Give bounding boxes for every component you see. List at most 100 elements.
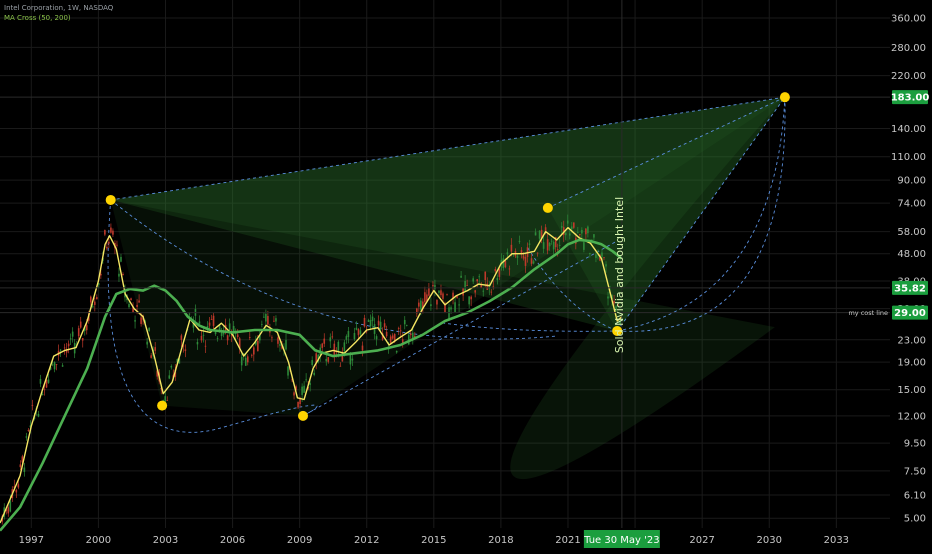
candle-body bbox=[220, 330, 223, 337]
candle-body bbox=[63, 347, 66, 349]
candle-body bbox=[180, 335, 183, 340]
y-tick-label: 48.00 bbox=[897, 249, 926, 260]
candle-body bbox=[440, 290, 442, 296]
x-tick-label: 2027 bbox=[689, 535, 714, 546]
candle-body bbox=[9, 501, 12, 512]
candle-body bbox=[321, 343, 324, 348]
candle-body bbox=[230, 334, 233, 336]
candle-body bbox=[520, 250, 523, 255]
candle-body bbox=[261, 324, 263, 325]
x-tick-label: 2003 bbox=[153, 535, 178, 546]
candle-body bbox=[228, 323, 231, 331]
candle-body bbox=[619, 320, 621, 324]
candle-body bbox=[140, 317, 142, 324]
candle-body bbox=[476, 279, 479, 282]
candle-body bbox=[456, 296, 458, 298]
candle-body bbox=[154, 347, 156, 351]
candle-body bbox=[585, 228, 587, 235]
candle-body bbox=[353, 332, 356, 340]
candle-body bbox=[605, 264, 607, 267]
y-axis[interactable]: 360.00 280.00 220.00 140.00 110.00 90.00 74.00… bbox=[848, 14, 929, 525]
x-tick-label: 2012 bbox=[354, 535, 379, 546]
candle-body bbox=[478, 276, 481, 278]
candle-body bbox=[613, 300, 615, 304]
indicator-title[interactable]: MA Cross (50, 200) bbox=[4, 14, 71, 22]
candle-body bbox=[246, 356, 249, 363]
chart-legend: Intel Corporation, 1W, NASDAQ MA Cross (… bbox=[4, 3, 113, 23]
candle-body bbox=[323, 338, 326, 344]
candle-body bbox=[21, 456, 24, 463]
y-tick-label: 90.00 bbox=[897, 176, 926, 187]
candle-body bbox=[176, 358, 179, 363]
candle-body bbox=[424, 292, 426, 303]
candle-body bbox=[436, 299, 438, 305]
price-lines bbox=[0, 0, 890, 528]
candle-body bbox=[482, 290, 485, 292]
y-tick-label: 9.50 bbox=[904, 439, 926, 450]
candle-body bbox=[426, 294, 428, 302]
candle-body bbox=[367, 320, 370, 322]
x-axis[interactable]: 1997200020032006200920122015201820212024… bbox=[19, 530, 849, 548]
fan-area-recent bbox=[547, 97, 785, 331]
candle-body bbox=[377, 320, 380, 326]
candle-body bbox=[45, 379, 48, 388]
candle-body bbox=[418, 302, 420, 307]
candle-body bbox=[379, 321, 382, 330]
candle-body bbox=[65, 348, 68, 353]
candle-body bbox=[502, 258, 505, 269]
candle-body bbox=[232, 325, 235, 332]
candle-body bbox=[297, 401, 299, 408]
pivot-marker bbox=[105, 194, 116, 205]
candle-body bbox=[472, 278, 474, 282]
candle-body bbox=[579, 234, 581, 235]
candle-body bbox=[128, 303, 130, 308]
candle-body bbox=[253, 347, 255, 355]
candle-body bbox=[524, 257, 527, 266]
moving-average-lines bbox=[0, 226, 623, 532]
candle-body bbox=[5, 509, 8, 511]
x-tick-label: 2018 bbox=[488, 535, 513, 546]
candle-body bbox=[104, 230, 106, 235]
annotation: Sold Nvidia and bought Intel bbox=[613, 197, 626, 353]
candle-body bbox=[405, 325, 408, 326]
y-tick-label: 19.00 bbox=[897, 358, 926, 369]
candle-body bbox=[341, 353, 344, 362]
candle-body bbox=[542, 242, 545, 249]
candle-body bbox=[250, 354, 253, 356]
candle-body bbox=[546, 239, 549, 251]
candle-body bbox=[71, 331, 74, 337]
candle-body bbox=[47, 379, 50, 383]
candle-body bbox=[504, 260, 507, 268]
grid-lines bbox=[0, 0, 890, 528]
candle-body bbox=[409, 333, 412, 336]
symbol-title[interactable]: Intel Corporation, 1W, NASDAQ bbox=[4, 4, 114, 12]
candle-body bbox=[603, 257, 605, 259]
candle-body bbox=[192, 321, 195, 328]
candle-body bbox=[212, 315, 215, 326]
x-tick-label: 2000 bbox=[86, 535, 111, 546]
candle-body bbox=[257, 340, 259, 352]
candle-body bbox=[518, 240, 521, 242]
candle-body bbox=[581, 229, 583, 234]
candle-body bbox=[498, 268, 501, 277]
candle-body bbox=[548, 242, 551, 247]
candle-body bbox=[79, 321, 82, 328]
fan-line bbox=[617, 97, 786, 332]
candle-body bbox=[383, 323, 386, 328]
candle-body bbox=[31, 404, 34, 406]
candle-body bbox=[291, 379, 293, 381]
candle-body bbox=[106, 246, 108, 249]
y-tick-label: 5.00 bbox=[904, 514, 926, 525]
candle-body bbox=[244, 357, 247, 366]
candle-body bbox=[69, 338, 72, 340]
candle-body bbox=[528, 243, 531, 245]
candle-body bbox=[333, 343, 336, 356]
candle-body bbox=[550, 240, 553, 242]
price-label-box bbox=[892, 305, 928, 320]
candle-body bbox=[305, 379, 307, 381]
fan-line bbox=[547, 96, 786, 209]
series-line-ma-200 bbox=[0, 238, 623, 532]
fan-line bbox=[527, 247, 618, 332]
